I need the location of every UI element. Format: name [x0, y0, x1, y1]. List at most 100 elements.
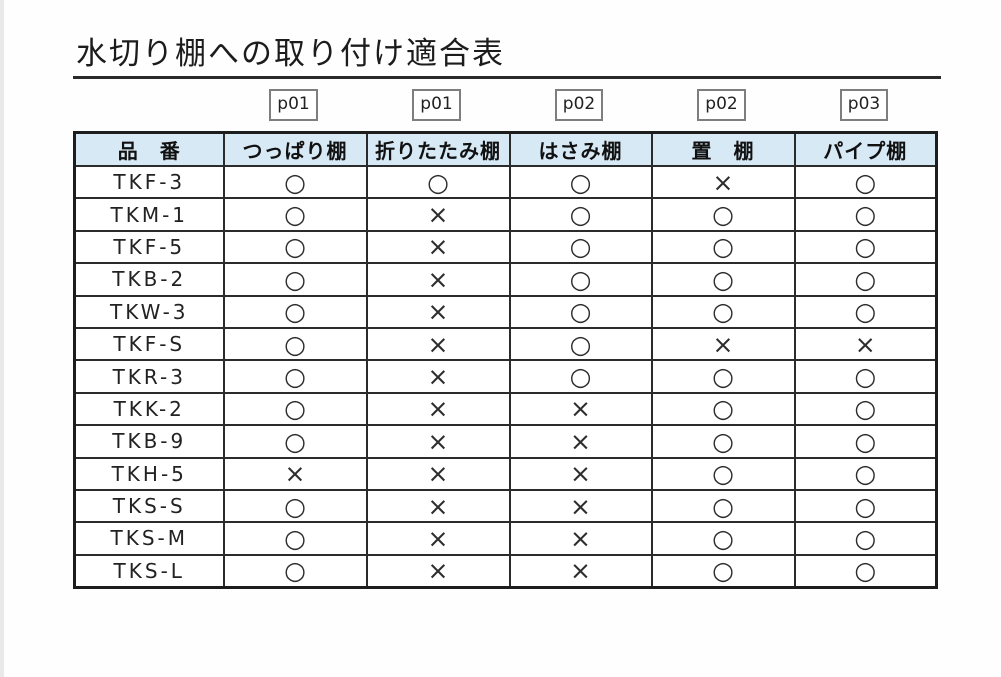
- table-row: TKS-L ○ × × ○ ○: [73, 553, 938, 589]
- compat-mark: ○: [793, 262, 938, 297]
- compat-mark: ○: [650, 553, 796, 589]
- compat-mark: ×: [222, 456, 368, 491]
- compat-mark: ○: [222, 262, 368, 297]
- compat-mark: ×: [365, 197, 511, 232]
- compat-mark: ○: [793, 521, 938, 556]
- compat-mark: ×: [365, 424, 511, 459]
- compat-mark: ○: [365, 164, 511, 200]
- compat-mark: ○: [222, 197, 368, 232]
- compat-mark: ○: [793, 164, 938, 200]
- product-code: TKH-5: [73, 456, 225, 491]
- compat-mark: ×: [365, 521, 511, 556]
- table-row: TKR-3 ○ × ○ ○ ○: [73, 359, 938, 394]
- compat-mark: ○: [793, 294, 938, 329]
- compat-mark: ×: [793, 326, 938, 362]
- compat-mark: ○: [650, 424, 796, 459]
- table-row: TKM-1 ○ × ○ ○ ○: [73, 197, 938, 232]
- header-pipe-shelf: パイプ棚: [793, 131, 938, 167]
- product-code: TKF-5: [73, 229, 225, 265]
- compat-mark: ○: [222, 164, 368, 200]
- compat-mark: ×: [365, 262, 511, 297]
- compat-mark: ○: [508, 294, 653, 329]
- compat-mark: ○: [650, 488, 796, 524]
- page-ref-badge: p03: [839, 89, 889, 121]
- compat-mark: ○: [793, 359, 938, 394]
- compat-mark: ×: [365, 359, 511, 394]
- product-code: TKW-3: [73, 294, 225, 329]
- page-ref-row: p01 p01 p02 p02 p03: [73, 89, 935, 121]
- product-code: TKS-M: [73, 521, 225, 556]
- product-code: TKF-3: [73, 164, 225, 200]
- compat-mark: ×: [508, 424, 653, 459]
- header-tsuppari-shelf: つっぱり棚: [222, 131, 368, 167]
- compat-mark: ×: [365, 229, 511, 265]
- table-row: TKB-2 ○ × ○ ○ ○: [73, 262, 938, 297]
- compat-mark: ○: [508, 359, 653, 394]
- title-underline: [73, 76, 941, 79]
- compat-mark: ×: [365, 326, 511, 362]
- compat-mark: ○: [793, 488, 938, 524]
- product-code: TKK-2: [73, 391, 225, 427]
- page-title: 水切り棚への取り付け適合表: [76, 36, 505, 72]
- header-folding-shelf: 折りたたみ棚: [365, 131, 511, 167]
- compat-mark: ×: [508, 521, 653, 556]
- header-product-code: 品 番: [73, 131, 225, 167]
- compat-mark: ○: [222, 521, 368, 556]
- compatibility-table: 品 番 つっぱり棚 折りたたみ棚 はさみ棚 置 棚 パイプ棚 TKF-3 ○ ○…: [73, 131, 938, 590]
- compat-mark: ○: [650, 294, 796, 329]
- compat-mark: ○: [508, 197, 653, 232]
- compat-mark: ○: [222, 359, 368, 394]
- compat-mark: ○: [793, 197, 938, 232]
- page-ref-badge: p02: [697, 89, 746, 121]
- product-code: TKB-2: [73, 262, 225, 297]
- compat-mark: ×: [508, 553, 653, 589]
- header-hasami-shelf: はさみ棚: [508, 131, 653, 167]
- product-code: TKS-S: [73, 488, 225, 524]
- table-row: TKF-S ○ × ○ × ×: [73, 326, 938, 362]
- compat-mark: ○: [222, 424, 368, 459]
- compat-mark: ○: [793, 229, 938, 265]
- product-code: TKF-S: [73, 326, 225, 362]
- compat-mark: ○: [222, 488, 368, 524]
- compat-mark: ×: [365, 488, 511, 524]
- page-ref-badge: p01: [412, 89, 461, 121]
- compat-mark: ○: [793, 456, 938, 491]
- product-code: TKR-3: [73, 359, 225, 394]
- compat-mark: ×: [508, 391, 653, 427]
- table-header-row: 品 番 つっぱり棚 折りたたみ棚 はさみ棚 置 棚 パイプ棚: [73, 131, 938, 167]
- table-row: TKF-3 ○ ○ ○ × ○: [73, 164, 938, 200]
- compat-mark: ○: [650, 197, 796, 232]
- compat-mark: ×: [508, 488, 653, 524]
- compat-mark: ○: [222, 553, 368, 589]
- compat-mark: ○: [508, 326, 653, 362]
- compat-mark: ×: [650, 326, 796, 362]
- compat-mark: ×: [365, 553, 511, 589]
- compat-mark: ×: [365, 294, 511, 329]
- compat-mark: ○: [222, 294, 368, 329]
- page-ref-badge: p01: [269, 89, 318, 121]
- compat-mark: ○: [650, 456, 796, 491]
- page-ref-badge: p02: [554, 89, 604, 121]
- compat-mark: ○: [508, 229, 653, 265]
- compat-mark: ×: [365, 456, 511, 491]
- compat-mark: ○: [508, 262, 653, 297]
- compat-mark: ×: [650, 164, 796, 200]
- table-row: TKK-2 ○ × × ○ ○: [73, 391, 938, 427]
- compat-mark: ○: [650, 391, 796, 427]
- compat-mark: ○: [222, 229, 368, 265]
- table-row: TKS-S ○ × × ○ ○: [73, 488, 938, 524]
- compat-mark: ○: [222, 391, 368, 427]
- compat-mark: ○: [650, 521, 796, 556]
- table-row: TKW-3 ○ × ○ ○ ○: [73, 294, 938, 329]
- table-row: TKB-9 ○ × × ○ ○: [73, 424, 938, 459]
- compat-mark: ○: [650, 262, 796, 297]
- header-oki-shelf: 置 棚: [650, 131, 796, 167]
- compat-mark: ○: [793, 553, 938, 589]
- table-row: TKS-M ○ × × ○ ○: [73, 521, 938, 556]
- page-ref-spacer: [73, 89, 222, 121]
- compat-mark: ×: [508, 456, 653, 491]
- compat-mark: ○: [650, 229, 796, 265]
- compat-mark: ○: [222, 326, 368, 362]
- product-code: TKM-1: [73, 197, 225, 232]
